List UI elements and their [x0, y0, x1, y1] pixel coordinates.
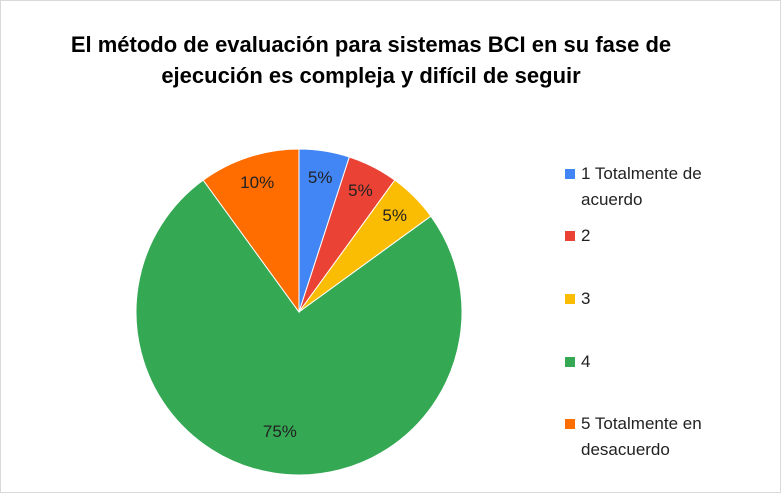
- legend-label: 2: [581, 226, 591, 245]
- legend-swatch: [565, 169, 575, 179]
- legend-label: 4: [581, 352, 591, 371]
- legend-swatch: [565, 294, 575, 304]
- legend-item: 2: [565, 223, 745, 249]
- legend-label: 5 Totalmente en desacuerdo: [581, 414, 702, 459]
- legend-swatch: [565, 231, 575, 241]
- legend-item: 1 Totalmente de acuerdo: [565, 161, 745, 213]
- pie-slice: [202, 148, 300, 314]
- chart-title: El método de evaluación para sistemas BC…: [70, 32, 672, 88]
- legend-item: 3: [565, 286, 745, 312]
- legend-label: 3: [581, 289, 591, 308]
- legend-item: 5 Totalmente en desacuerdo: [565, 411, 745, 463]
- legend-label: 1 Totalmente de acuerdo: [581, 164, 702, 209]
- legend-swatch: [565, 419, 575, 429]
- data-label: 5%: [308, 168, 333, 187]
- data-label: 10%: [240, 173, 274, 192]
- data-label: 75%: [263, 422, 297, 441]
- data-label: 5%: [348, 181, 373, 200]
- data-label: 5%: [382, 206, 407, 225]
- legend-swatch: [565, 357, 575, 367]
- pie-slice: [135, 179, 463, 476]
- legend-item: 4: [565, 349, 745, 375]
